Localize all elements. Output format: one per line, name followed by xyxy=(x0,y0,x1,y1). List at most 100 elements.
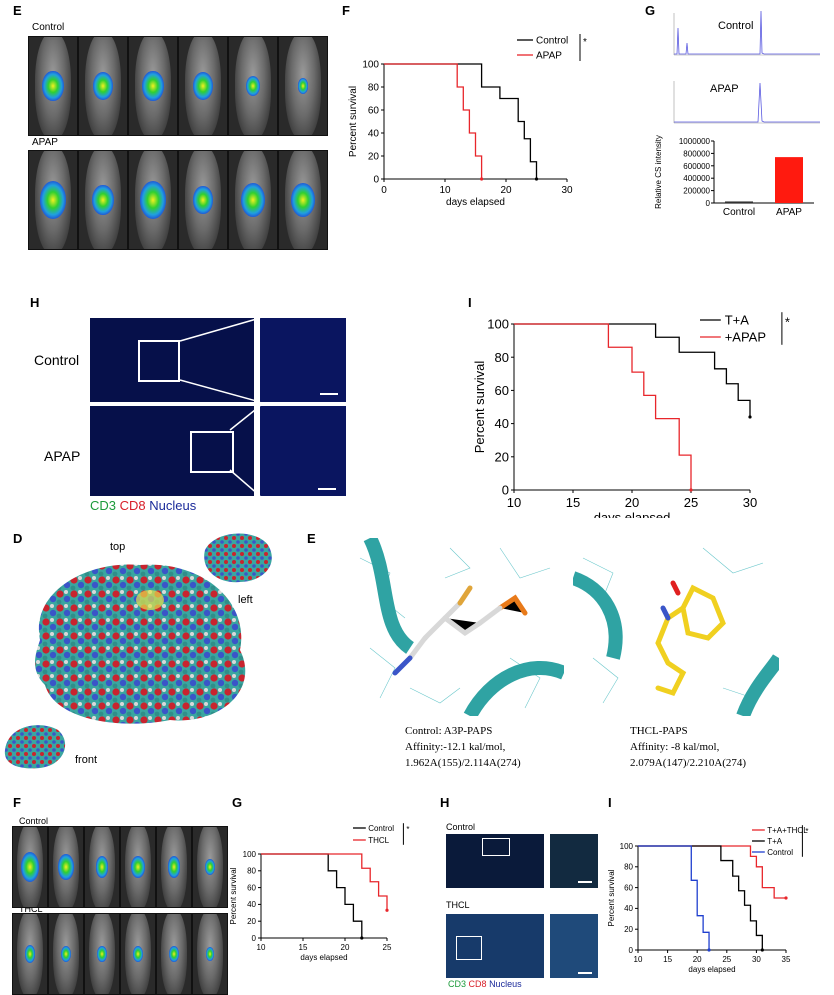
survival-chart-i-top: 02040608010010 15 20 25 30days elapsedPercen… xyxy=(468,308,798,518)
label-thcl-h-bot: THCL xyxy=(446,900,470,910)
survival-curve-control xyxy=(261,854,362,938)
bioluminescence-signal xyxy=(291,183,315,217)
mouse-image xyxy=(156,826,192,908)
legend-label: Control xyxy=(767,848,793,857)
mouse-image xyxy=(48,913,84,995)
bioluminescence-signal xyxy=(58,854,73,879)
x-axis-label: days elapsed xyxy=(300,953,347,962)
panel-letter-g-top: G xyxy=(645,3,655,18)
docking-caption-control: Control: A3P-PAPS Affinity:-12.1 kal/mol… xyxy=(405,723,521,771)
y-tick-label: 40 xyxy=(495,416,509,431)
docking-thcl-image xyxy=(573,538,779,716)
censor-mark xyxy=(707,948,710,951)
significance-star: * xyxy=(805,827,808,836)
y-tick-label: 600000 xyxy=(683,162,710,171)
survival-chart-i-bot: 0 20 40 60 80 100 10 15 20 25 30 35 days elapsed Perc… xyxy=(604,818,830,990)
y-tick-label: 60 xyxy=(495,383,509,398)
y-tick-label: 40 xyxy=(624,904,633,913)
panel-letter-f-bot: F xyxy=(13,795,21,810)
bioluminescence-signal xyxy=(169,946,179,962)
survival-curve-t-a-thcl xyxy=(638,846,786,898)
y-tick-label: 100 xyxy=(620,842,634,851)
censor-mark xyxy=(360,936,363,939)
survival-curve-apap xyxy=(384,64,482,179)
y-tick-label: 60 xyxy=(624,883,633,892)
mouse-image xyxy=(192,826,228,908)
y-tick-label: 100 xyxy=(362,60,379,71)
y-tick-label: 80 xyxy=(495,350,509,365)
cs-intensity-bar-chart: 0 200000 400000 600000 800000 1000000 Relative… xyxy=(652,133,832,223)
mouse-image xyxy=(178,36,228,136)
y-tick-label: 60 xyxy=(247,883,256,892)
microscopy-thcl-bottom-zoom xyxy=(550,914,598,978)
mouse-image xyxy=(278,36,328,136)
mouse-image xyxy=(12,826,48,908)
censor-mark xyxy=(480,177,483,180)
mouse-image xyxy=(228,36,278,136)
survival-curve-thcl xyxy=(261,854,387,910)
zoom-box xyxy=(138,340,180,382)
survival-chart-f-top: 0 20 40 60 80 100 0 10 20 30 days elapsed Percent s… xyxy=(342,30,592,220)
bioluminescence-signal xyxy=(42,71,64,102)
mouse-image xyxy=(178,150,228,250)
label-left: left xyxy=(238,594,253,606)
survival-curve--apap xyxy=(514,324,691,490)
x-tick-label: 35 xyxy=(782,955,791,964)
bioluminescence-signal xyxy=(298,78,309,93)
legend-label: Control xyxy=(368,824,394,833)
label-control-f-bot: Control xyxy=(19,816,48,826)
y-axis-label: Relative CS intensity xyxy=(654,135,663,209)
stain-legend: CD3 CD8 Nucleus xyxy=(90,498,196,513)
legend-cd8: CD8 xyxy=(120,498,146,513)
censor-mark xyxy=(784,896,787,899)
x-axis-label: days elapsed xyxy=(446,197,505,208)
docking-control-image xyxy=(350,538,564,716)
y-tick-label: 100 xyxy=(487,317,509,332)
bioluminescence-signal xyxy=(168,856,181,877)
y-tick-label: 20 xyxy=(247,917,256,926)
survival-curve-t-a xyxy=(638,846,762,950)
category-label: APAP xyxy=(776,207,802,218)
caption-line: Control: A3P-PAPS xyxy=(405,723,521,739)
y-tick-label: 20 xyxy=(495,449,509,464)
microscopy-control-zoom xyxy=(260,318,346,402)
survival-chart-g-bot: 0 20 40 60 80 100 10 15 20 25 days elapsed Percent … xyxy=(225,818,415,978)
y-tick-label: 40 xyxy=(368,129,380,140)
x-tick-label: 20 xyxy=(500,185,512,196)
panel-letter-h-bot: H xyxy=(440,795,449,810)
caption-line: THCL-PAPS xyxy=(630,723,746,739)
y-tick-label: 0 xyxy=(373,175,379,186)
zoom-box xyxy=(190,431,234,473)
caption-line: Affinity:-12.1 kal/mol, xyxy=(405,739,521,755)
x-tick-label: 10 xyxy=(634,955,643,964)
protein-surface-top xyxy=(204,534,272,583)
microscopy-control-bottom xyxy=(446,834,544,888)
legend-label: T+A xyxy=(767,837,783,846)
protein-surface-models xyxy=(0,520,300,780)
y-tick-label: 80 xyxy=(368,83,380,94)
microscopy-control-overview xyxy=(90,318,254,402)
bioluminescence-signal xyxy=(92,185,114,216)
scale-bar xyxy=(320,393,338,395)
bioluminescence-signal xyxy=(96,856,109,877)
significance-star: * xyxy=(583,37,587,48)
x-tick-label: 10 xyxy=(507,495,521,510)
censor-mark xyxy=(385,909,388,912)
legend-cd8: CD8 xyxy=(469,979,487,989)
x-tick-label: 20 xyxy=(341,943,350,952)
legend-label: APAP xyxy=(536,51,562,62)
protein-surface-front xyxy=(5,725,65,768)
y-tick-label: 0 xyxy=(252,934,257,943)
y-tick-label: 200000 xyxy=(683,187,710,196)
x-tick-label: 15 xyxy=(663,955,672,964)
mouse-image xyxy=(78,150,128,250)
x-tick-label: 30 xyxy=(561,185,573,196)
x-tick-label: 25 xyxy=(722,955,731,964)
y-tick-label: 1000000 xyxy=(679,137,711,146)
mouse-image xyxy=(278,150,328,250)
mouse-image xyxy=(12,913,48,995)
survival-curve-control xyxy=(384,64,537,179)
panel-letter-h-top: H xyxy=(30,295,39,310)
y-tick-label: 20 xyxy=(624,925,633,934)
censor-mark xyxy=(535,177,538,180)
